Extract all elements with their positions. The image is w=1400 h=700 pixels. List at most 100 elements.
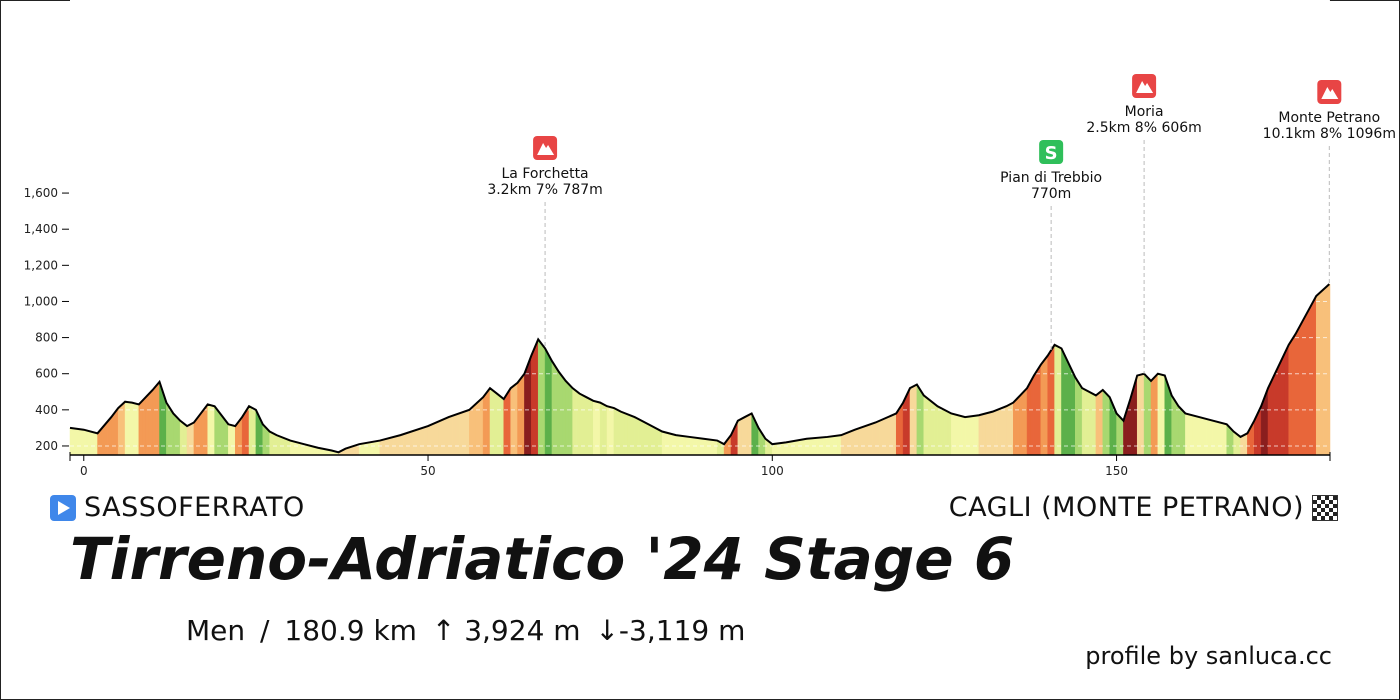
stat-ascent: ↑ 3,924 m: [431, 614, 581, 647]
gradient-segment: [555, 365, 560, 456]
gradient-segment: [248, 405, 253, 456]
gradient-segment: [1188, 414, 1193, 456]
finish-location: CAGLI (MONTE PETRANO): [949, 492, 1338, 523]
gradient-segment: [1068, 362, 1073, 456]
gradient-segment: [520, 372, 525, 456]
x-tick-label-50: 50: [420, 464, 435, 478]
gradient-segment: [1147, 376, 1152, 456]
gradient-segment: [1030, 375, 1035, 456]
start-location: SASSOFERRATO: [50, 492, 305, 523]
gradient-segment: [117, 404, 122, 456]
gradient-segment: [593, 400, 597, 456]
gradient-segment: [634, 416, 639, 456]
gradient-segment: [1057, 346, 1062, 456]
gradient-segment: [864, 424, 869, 456]
gradient-segment: [1064, 355, 1069, 456]
gradient-segment: [1274, 366, 1279, 456]
gradient-segment: [985, 412, 990, 456]
gradient-segment: [706, 438, 711, 456]
gradient-segment: [369, 441, 374, 456]
credit-text: profile by sanluca.cc: [1085, 642, 1332, 670]
gradient-segment: [703, 438, 708, 456]
gradient-segment: [1150, 376, 1155, 456]
gradient-segment: [606, 405, 611, 456]
gradient-segment: [400, 433, 405, 456]
x-tick-label-150: 150: [1105, 464, 1128, 478]
gradient-segment: [451, 414, 456, 456]
gradient-segment: [710, 439, 715, 456]
gradient-segment: [789, 440, 794, 456]
gradient-segment: [396, 434, 401, 456]
gradient-segment: [772, 443, 776, 456]
gradient-segment: [379, 439, 384, 456]
gradient-segment: [1095, 392, 1100, 456]
gradient-segment: [479, 396, 484, 456]
marker-info: 2.5km 8% 606m: [1086, 120, 1201, 136]
gradient-segment: [1136, 374, 1141, 456]
gradient-segment: [489, 387, 494, 456]
gradient-segment: [796, 439, 801, 456]
gradient-segment: [620, 411, 625, 456]
gradient-segment: [610, 406, 615, 456]
gradient-segment: [1178, 405, 1183, 456]
gradient-segment: [83, 429, 88, 456]
gradient-segment: [1044, 354, 1048, 456]
gradient-segment: [575, 390, 580, 456]
gradient-segment: [1309, 302, 1314, 456]
gradient-segment: [1047, 349, 1052, 456]
gradient-segment: [1295, 327, 1300, 456]
profile-line: [69, 283, 1330, 454]
stat-category: Men: [186, 614, 246, 647]
gradient-segment: [899, 401, 904, 456]
climb-icon: [533, 136, 558, 160]
gradient-segment: [1226, 423, 1231, 456]
gradient-segment: [252, 407, 257, 456]
gradient-segment: [1050, 343, 1055, 456]
gradient-segment: [937, 405, 942, 456]
gradient-segment: [1078, 381, 1083, 456]
gradient-segment: [737, 418, 742, 456]
gradient-segment: [424, 425, 429, 456]
gradient-segment: [475, 399, 480, 456]
gradient-segment: [858, 426, 863, 456]
gradient-segment: [462, 410, 467, 456]
gradient-segment: [982, 413, 986, 456]
gradient-segment: [562, 375, 566, 456]
gradient-segment: [1219, 422, 1224, 456]
icon-bg: [1039, 140, 1064, 164]
gradient-segment: [276, 434, 281, 456]
gradient-segment: [376, 440, 381, 456]
gradient-segment: [944, 409, 949, 456]
gradient-segment: [672, 433, 677, 456]
gradient-segment: [531, 347, 536, 456]
gradient-segment: [1161, 374, 1166, 456]
gradient-segment: [806, 438, 811, 456]
gradient-segment: [568, 383, 573, 456]
gradient-segment: [138, 400, 143, 456]
gradient-segment: [272, 432, 277, 456]
gradient-segment: [1281, 351, 1286, 456]
gradient-segment: [1202, 417, 1207, 456]
gradient-segment: [1119, 416, 1124, 456]
gradient-segment: [438, 419, 443, 456]
gradient-segment: [741, 416, 746, 456]
stat-descent: ↓-3,119 m: [595, 614, 746, 647]
gradient-segment: [1033, 369, 1038, 456]
gradient-segment: [699, 438, 704, 456]
gradient-segment: [493, 390, 498, 456]
gradient-segment: [658, 429, 663, 456]
gradient-segment: [675, 434, 680, 456]
gradient-segment: [920, 389, 925, 456]
gradient-segment: [1085, 389, 1090, 456]
marker-info: 770m: [1031, 186, 1071, 202]
gradient-segment: [661, 431, 666, 456]
gradient-segment: [847, 430, 852, 456]
gradient-segment: [889, 414, 894, 456]
gradient-segment: [1209, 419, 1214, 456]
x-tick-label-100: 100: [761, 464, 784, 478]
gradient-segment: [1061, 348, 1066, 456]
y-tick-label-1000: 1,000: [24, 294, 58, 308]
gradient-segment: [713, 439, 718, 456]
gradient-segment: [107, 416, 112, 456]
gradient-segment: [169, 407, 174, 456]
